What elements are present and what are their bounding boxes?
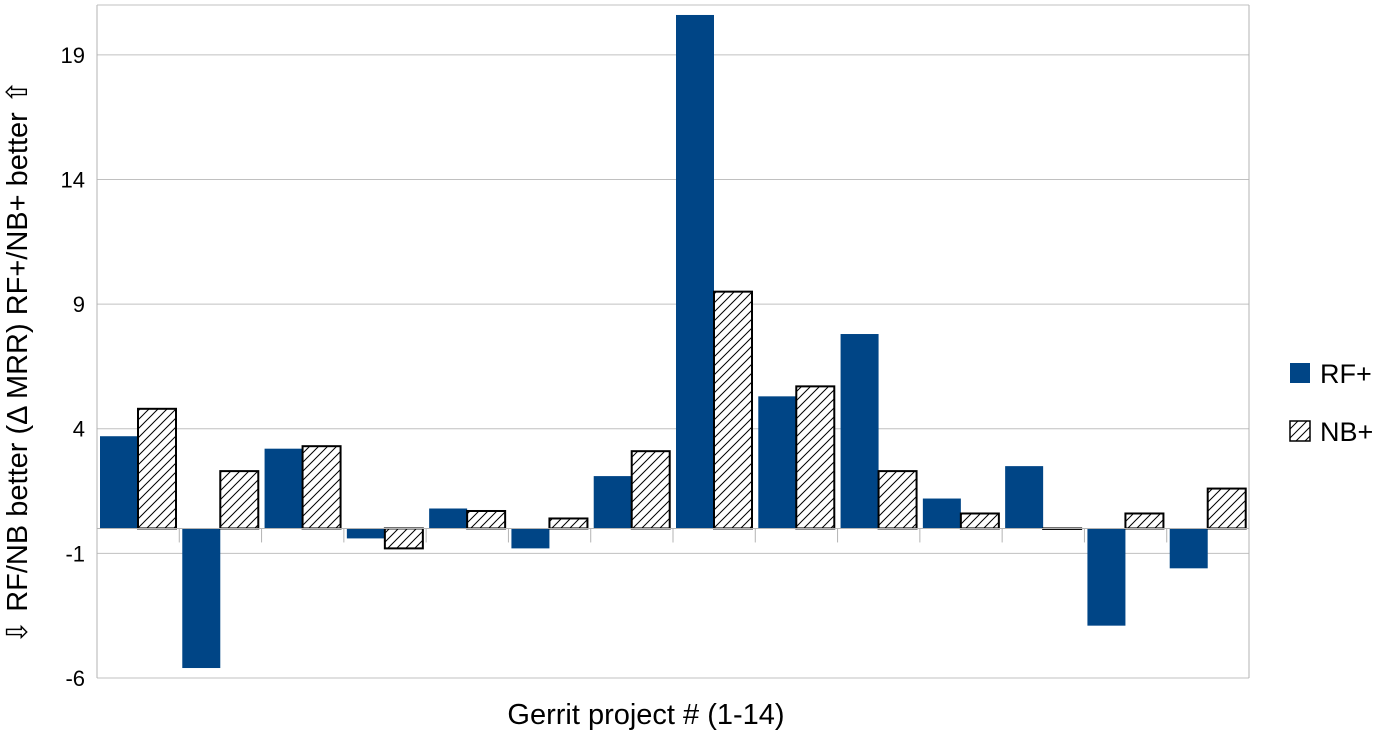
bar-rfplus-1 <box>100 436 138 529</box>
bar-rfplus-13 <box>1087 528 1126 626</box>
y-tick-label: -1 <box>65 541 85 566</box>
y-tick-label: 14 <box>61 167 85 192</box>
bar-rfplus-12 <box>1005 466 1044 529</box>
y-axis-title: ⇩ RF/NB better (Δ MRR) RF+/NB+ better ⇧ <box>2 80 34 644</box>
bar-nbplus-1 <box>137 407 177 530</box>
legend: RF+ NB+ <box>1289 359 1373 447</box>
x-axis-title: Gerrit project # (1-14) <box>507 699 784 731</box>
bar-rfplus-5 <box>429 508 468 529</box>
y-tick-label: -6 <box>65 666 85 691</box>
bar-nbplus-5 <box>466 509 507 530</box>
bar-nbplus-8 <box>713 290 753 530</box>
bar-rfplus-7 <box>593 476 632 529</box>
bar-nbplus-6 <box>548 517 589 530</box>
bar-nbplus-2 <box>219 470 260 530</box>
bar-rfplus-9 <box>758 396 797 529</box>
bar-rfplus-14 <box>1169 528 1208 569</box>
y-tick-label: 9 <box>73 292 85 317</box>
bar-nbplus-14 <box>1206 487 1247 530</box>
legend-label: RF+ <box>1320 359 1372 389</box>
legend-label: NB+ <box>1320 417 1373 447</box>
bar-nbplus-7 <box>630 450 671 530</box>
bars <box>100 14 1247 669</box>
bar-rfplus-11 <box>922 498 961 529</box>
grid-lines <box>97 54 1249 679</box>
y-tick-label: 4 <box>73 417 85 442</box>
y-tick-labels: -6 -1 4 9 14 19 <box>61 43 85 691</box>
bar-rfplus-3 <box>264 448 303 529</box>
bar-rfplus-2 <box>182 528 221 669</box>
bar-rfplus-4 <box>346 528 385 539</box>
bar-nbplus-9 <box>795 385 836 530</box>
bar-rfplus-8 <box>676 14 714 529</box>
bar-rfplus-6 <box>511 528 550 549</box>
bar-nbplus-10 <box>877 470 918 530</box>
legend-swatch-rfplus <box>1290 363 1310 383</box>
bar-nbplus-4 <box>383 527 424 550</box>
y-tick-label: 19 <box>61 43 85 68</box>
bar-rfplus-10 <box>840 334 879 529</box>
bar-nbplus-3 <box>301 445 342 530</box>
bar-nbplus-13 <box>1124 512 1165 530</box>
axes <box>96 4 1250 678</box>
bar-nbplus-11 <box>959 512 1000 530</box>
legend-swatch-nbplus <box>1289 420 1311 442</box>
